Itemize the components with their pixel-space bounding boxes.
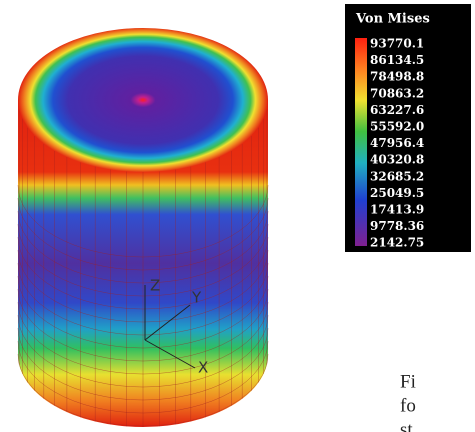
body-text-line: Fi <box>400 371 416 392</box>
figure: Z Y X Von Mises 93770.1 86134.5 78498.8 708… <box>0 0 475 432</box>
body-text-line: fo <box>400 395 416 416</box>
legend-label: 17413.9 <box>370 203 424 217</box>
legend-label: 40320.8 <box>370 153 424 167</box>
legend-label: 55592.0 <box>370 120 424 134</box>
legend-label: 47956.4 <box>370 136 424 150</box>
legend-label: 93770.1 <box>370 37 424 51</box>
z-label: Z <box>150 277 160 295</box>
legend-label: 25049.5 <box>370 186 424 200</box>
legend-label: 63227.6 <box>370 103 424 117</box>
legend-label: 9778.36 <box>370 219 424 233</box>
y-label: Y <box>191 289 202 307</box>
legend-label: 78498.8 <box>370 70 424 84</box>
legend-title: Von Mises <box>355 12 430 27</box>
legend-label: 32685.2 <box>370 169 424 183</box>
legend-label: 70863.2 <box>370 86 424 100</box>
cylinder-top <box>18 28 268 172</box>
legend-label: 2142.75 <box>370 236 424 250</box>
x-label: X <box>198 359 208 377</box>
body-text-line: st <box>400 419 413 432</box>
legend-label: 86134.5 <box>370 53 424 67</box>
page: Z Y X Von Mises 93770.1 86134.5 78498.8 708… <box>0 0 475 432</box>
color-bar <box>355 38 367 246</box>
